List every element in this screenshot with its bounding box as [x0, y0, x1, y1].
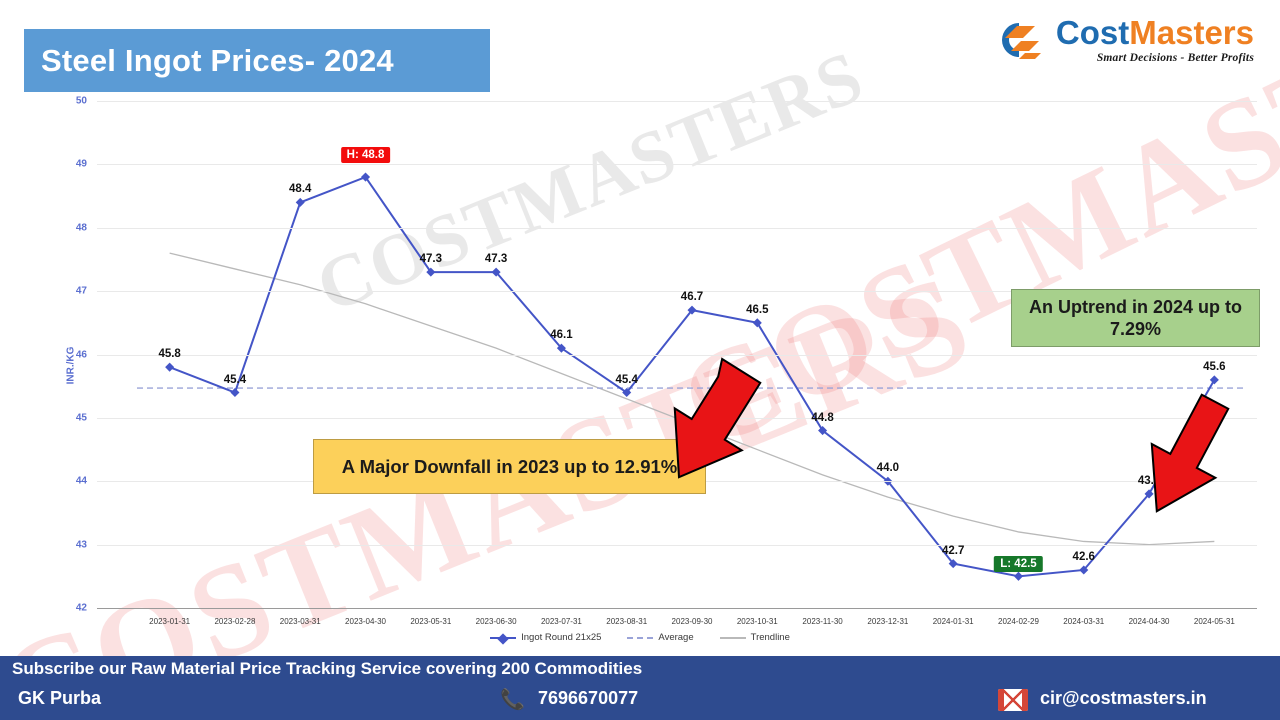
- brand-tagline: Smart Decisions - Better Profits: [1096, 52, 1254, 64]
- costmasters-c-stripes-icon: [989, 18, 1047, 62]
- x-axis-tick: 2023-07-31: [540, 617, 582, 626]
- x-axis-tick: 2023-08-31: [606, 617, 648, 626]
- brand-name-cost: Cost: [1055, 14, 1130, 51]
- gridline: [97, 164, 1257, 166]
- y-axis-tick: 45: [75, 412, 87, 424]
- gmail-icon: [998, 689, 1028, 711]
- data-point-label: 45.6: [1203, 360, 1226, 373]
- page-title: Steel Ingot Prices- 2024: [24, 29, 490, 92]
- data-point-label: 46.7: [680, 291, 704, 304]
- phone-ringing-icon: 📞: [500, 689, 525, 711]
- x-axis-tick: 2023-06-30: [475, 617, 517, 626]
- price-chart: INR./KG 42 43 44 45 46 47 48 49 50 2023-01-31 2023…: [0, 92, 1280, 655]
- legend-item-series: Ingot Round 21x25: [490, 632, 601, 643]
- x-axis-tick: 2024-05-31: [1193, 617, 1235, 626]
- gridline: [97, 227, 1257, 229]
- data-point-label: 45.4: [223, 373, 247, 386]
- y-axis-tick: 44: [75, 475, 87, 487]
- gridline: [97, 101, 1257, 102]
- y-axis-tick: 48: [75, 222, 87, 234]
- x-axis-tick: 2024-03-31: [1063, 617, 1105, 626]
- y-axis-tick: 42: [75, 602, 87, 614]
- data-point-label: 46.5: [746, 303, 769, 316]
- x-axis-tick: 2023-10-31: [736, 617, 778, 626]
- legend-swatch-average: [627, 636, 654, 639]
- x-axis-tick: 2023-03-31: [279, 617, 321, 626]
- y-axis-tick: 49: [75, 158, 87, 170]
- high-value-callout: H: 48.8: [340, 147, 391, 164]
- legend-label-average: Average: [658, 632, 694, 643]
- gridline: [97, 544, 1257, 546]
- data-point-label: 42.7: [941, 544, 965, 557]
- annotation-uptrend: An Uptrend in 2024 up to 7.29%: [1011, 289, 1260, 347]
- legend-swatch-trendline: [719, 636, 746, 639]
- x-axis-tick: 2023-05-31: [410, 617, 452, 626]
- data-point-label: 45.4: [615, 373, 638, 386]
- y-axis-tick: 47: [75, 285, 87, 297]
- data-point-label: 45.8: [158, 348, 181, 361]
- chart-legend: Ingot Round 21x25 Average Trendline: [0, 632, 1280, 643]
- x-axis-tick: 2024-01-31: [932, 617, 974, 626]
- legend-label-series: Ingot Round 21x25: [521, 632, 602, 643]
- y-axis-tick: 50: [75, 95, 87, 107]
- brand-text: CostMasters Smart Decisions - Better Pro…: [1056, 16, 1254, 64]
- series-svg: [137, 172, 1247, 581]
- data-point-label: 47.3: [484, 253, 508, 266]
- y-axis-tick: 43: [75, 539, 87, 551]
- legend-item-trendline: Trendline: [719, 632, 790, 643]
- data-point-label: 44.8: [811, 411, 834, 424]
- footer-bar: Subscribe our Raw Material Price Trackin…: [0, 656, 1280, 720]
- footer-subscribe-text: Subscribe our Raw Material Price Trackin…: [12, 659, 643, 678]
- legend-swatch-series: [490, 636, 517, 639]
- x-axis-tick: 2024-02-29: [998, 617, 1039, 626]
- x-axis-tick: 2023-12-31: [867, 617, 909, 626]
- footer-phone[interactable]: 7696670077: [538, 688, 639, 708]
- footer-contact-name: GK Purba: [18, 688, 102, 708]
- x-axis-tick: 2023-11-30: [802, 617, 843, 626]
- x-axis-tick: 2023-09-30: [671, 617, 713, 626]
- y-axis-tick: 46: [75, 349, 87, 360]
- gridline: [97, 291, 1257, 293]
- legend-label-trendline: Trendline: [750, 632, 790, 643]
- plot-area: 42 43 44 45 46 47 48 49 50 2023-01-31 2023-02-28 20…: [76, 96, 1257, 626]
- gridline: [97, 417, 1257, 419]
- x-axis-tick: 2023-04-30: [345, 617, 386, 626]
- legend-item-average: Average: [627, 632, 694, 643]
- brand-logo: CostMasters Smart Decisions - Better Pro…: [989, 8, 1254, 72]
- footer-email[interactable]: cir@costmasters.in: [1040, 688, 1207, 708]
- x-axis-line: [97, 608, 1257, 609]
- annotation-downfall: A Major Downfall in 2023 up to 12.91%: [313, 439, 706, 494]
- page-title-text: Steel Ingot Prices- 2024: [41, 42, 394, 78]
- low-value-callout: L: 42.5: [994, 556, 1043, 573]
- x-axis-tick: 2024-04-30: [1128, 617, 1170, 626]
- data-point-label: 42.6: [1072, 550, 1095, 563]
- data-point-label: 46.1: [550, 329, 573, 342]
- data-point-label: 48.4: [289, 183, 312, 196]
- data-point-label: 43.8: [1137, 474, 1161, 487]
- x-axis-tick: 2023-02-28: [214, 617, 256, 626]
- brand-name-masters: Masters: [1129, 14, 1254, 51]
- x-axis-tick: 2023-01-31: [149, 617, 191, 626]
- brand-name: CostMasters: [1056, 16, 1254, 49]
- data-point-label: 44.0: [876, 462, 900, 475]
- data-point-label: 47.3: [419, 253, 443, 266]
- gridline: [97, 354, 1257, 356]
